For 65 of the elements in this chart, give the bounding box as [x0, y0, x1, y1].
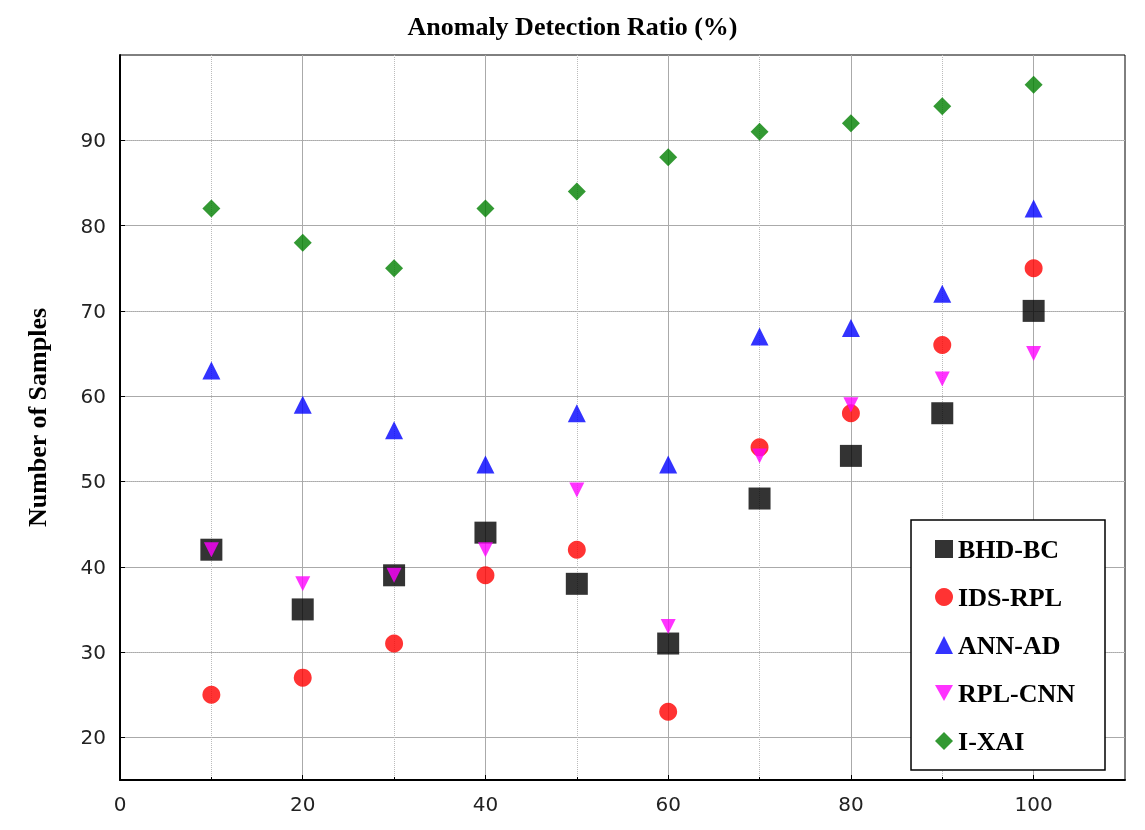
- point: [934, 371, 950, 387]
- y-tick-label: 50: [80, 469, 106, 494]
- legend-label: BHD-BC: [958, 534, 1060, 564]
- legend-label: IDS-RPL: [958, 582, 1063, 612]
- point: [933, 97, 952, 116]
- point: [659, 702, 678, 721]
- point: [295, 576, 311, 592]
- point: [477, 542, 493, 558]
- point: [1022, 299, 1045, 322]
- point: [659, 148, 678, 167]
- legend-label: I-XAI: [958, 726, 1025, 756]
- point: [567, 540, 586, 559]
- y-tick-label: 70: [80, 298, 106, 323]
- point: [567, 404, 586, 423]
- point: [1024, 75, 1043, 94]
- y-tick-label: 80: [80, 213, 106, 238]
- point: [202, 199, 221, 218]
- point: [843, 397, 859, 413]
- point: [293, 233, 312, 252]
- point: [202, 361, 221, 380]
- legend-label: ANN-AD: [958, 630, 1061, 660]
- point: [385, 634, 404, 653]
- point: [476, 566, 495, 585]
- legend-label: RPL-CNN: [958, 678, 1076, 708]
- point: [839, 444, 862, 467]
- point: [931, 402, 954, 425]
- point: [1026, 346, 1042, 362]
- point: [293, 395, 312, 414]
- point: [291, 598, 314, 621]
- y-axis-title: Number of Samples: [22, 307, 52, 528]
- point: [567, 182, 586, 201]
- x-tick-label: 60: [655, 792, 681, 816]
- point: [933, 284, 952, 303]
- point: [657, 632, 680, 655]
- point: [476, 455, 495, 474]
- point: [748, 487, 771, 510]
- point: [565, 572, 588, 595]
- point: [1024, 199, 1043, 218]
- point: [385, 259, 404, 278]
- y-tick-label: 40: [80, 554, 106, 579]
- point: [660, 618, 676, 634]
- point: [752, 448, 768, 464]
- x-tick-label: 80: [838, 792, 864, 816]
- point: [476, 199, 495, 218]
- y-tick-label: 20: [80, 725, 106, 750]
- point: [293, 668, 312, 687]
- point: [569, 482, 585, 498]
- point: [750, 327, 769, 346]
- y-tick-label: 30: [80, 640, 106, 665]
- x-tick-label: 40: [472, 792, 499, 816]
- x-tick-label: 20: [290, 792, 316, 816]
- x-tick-label: 0: [113, 792, 127, 816]
- x-tick-label: 100: [1014, 792, 1053, 816]
- point: [659, 455, 678, 474]
- point: [933, 336, 952, 354]
- x-axis-title: Anomaly Detection Ratio (%): [407, 11, 738, 41]
- y-tick-label: 60: [80, 384, 106, 409]
- point: [1024, 259, 1043, 278]
- point: [841, 318, 860, 337]
- point: [750, 122, 769, 141]
- point: [385, 421, 404, 440]
- y-tick-label: 90: [80, 128, 106, 153]
- point: [841, 114, 860, 133]
- point: [474, 521, 497, 544]
- point: [202, 685, 221, 704]
